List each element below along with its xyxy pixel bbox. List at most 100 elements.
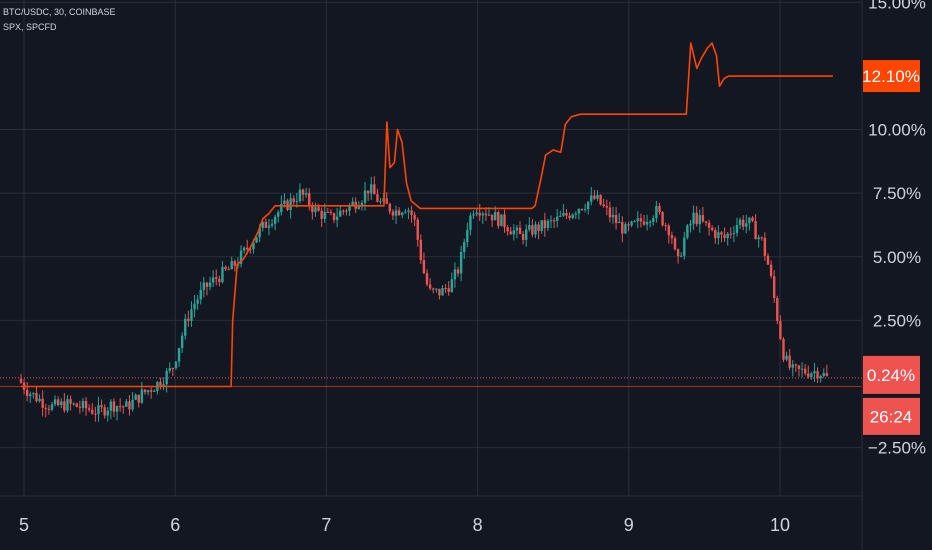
candle-up (583, 209, 587, 211)
candle-down (332, 213, 336, 221)
candle-up (323, 211, 326, 219)
candle-up (435, 288, 438, 290)
candle-down (803, 368, 807, 374)
candle-up (692, 212, 695, 224)
price-badges: 12.10% 0.24% 26:24 (862, 60, 920, 435)
candle-down (373, 184, 376, 195)
candle-up (357, 206, 361, 209)
price-tick-label: 5.00% (873, 248, 921, 267)
candle-down (428, 284, 432, 289)
candle-down (639, 218, 643, 222)
candle-up (401, 212, 404, 216)
candle-up (540, 220, 543, 232)
candle-down (143, 389, 147, 393)
candle-up (115, 406, 119, 412)
candle-down (825, 373, 829, 376)
candle-up (574, 213, 578, 215)
candle-down (397, 210, 401, 216)
candle-down (447, 288, 450, 292)
candle-up (242, 247, 246, 251)
candle-down (695, 212, 698, 225)
candle-up (738, 219, 742, 225)
candle-down (751, 217, 754, 222)
candle-up (202, 282, 206, 290)
candle-down (543, 220, 547, 229)
candle-up (131, 399, 134, 410)
candle-down (741, 219, 745, 227)
candle-up (466, 229, 469, 243)
candle-down (720, 232, 723, 235)
candle-up (221, 266, 224, 283)
time-tick-label: 7 (321, 515, 331, 535)
time-tick-label: 8 (473, 515, 483, 535)
candle-down (388, 203, 392, 212)
candle-down (35, 392, 38, 402)
candle-down (385, 198, 388, 204)
candle-up (735, 224, 739, 233)
candle-up (339, 210, 342, 217)
candle-up (717, 232, 720, 239)
candle-down (218, 278, 221, 283)
candle-down (794, 364, 798, 366)
candle-down (776, 297, 779, 321)
candle-down (627, 224, 630, 226)
candle-down (670, 235, 674, 239)
candle-up (60, 401, 63, 406)
candle-down (807, 373, 810, 377)
candle-down (760, 237, 763, 239)
candle-up (146, 390, 150, 393)
candle-up (273, 216, 277, 224)
candle-up (819, 376, 822, 379)
candle-up (38, 398, 41, 402)
candle-up (450, 279, 454, 292)
candle-down (599, 194, 602, 205)
candle-up (512, 230, 516, 235)
candle-down (342, 210, 345, 212)
candle-up (230, 261, 233, 270)
candle-up (463, 242, 466, 252)
candle-down (531, 225, 534, 235)
candle-down (91, 409, 94, 414)
candle-up (404, 211, 407, 213)
candle-down (509, 231, 512, 235)
candle-down (438, 288, 441, 296)
candle-up (810, 373, 813, 377)
countdown-badge: 26:24 (870, 407, 913, 426)
symbol-legend[interactable]: BTC/USDC, 30, COINBASE (3, 7, 116, 17)
candle-up (280, 203, 283, 213)
candle-down (503, 214, 506, 228)
candle-up (611, 214, 615, 218)
candle-down (518, 227, 522, 234)
candle-up (53, 399, 57, 405)
time-tick-label: 10 (770, 515, 790, 535)
candle-up (732, 232, 736, 234)
candle-up (559, 215, 562, 217)
candle-up (298, 189, 302, 202)
candle-up (184, 318, 187, 336)
candle-down (47, 408, 51, 410)
candle-up (270, 223, 274, 226)
candle-up (267, 225, 271, 228)
candle-up (571, 214, 574, 218)
price-axis[interactable]: 15.00% 10.00% 7.50% 5.00% 2.50% −2.50% (868, 0, 926, 458)
candle-down (763, 237, 767, 256)
candle-up (106, 410, 109, 416)
time-axis[interactable]: 5 6 7 8 9 10 (19, 515, 790, 535)
time-tick-label: 9 (624, 515, 634, 535)
candle-down (376, 194, 379, 202)
candle-down (326, 211, 330, 213)
candle-down (249, 249, 252, 251)
candle-up (645, 222, 649, 225)
candle-down (112, 401, 116, 412)
candle-up (459, 251, 463, 274)
candlestick-series (19, 176, 829, 422)
candle-down (171, 368, 175, 370)
candle-up (726, 233, 729, 239)
candle-down (320, 210, 323, 219)
candle-up (295, 201, 299, 203)
candle-up (534, 224, 537, 235)
candle-up (757, 237, 760, 240)
candle-down (664, 225, 667, 227)
compare-legend[interactable]: SPX, SPCFD (3, 22, 57, 32)
